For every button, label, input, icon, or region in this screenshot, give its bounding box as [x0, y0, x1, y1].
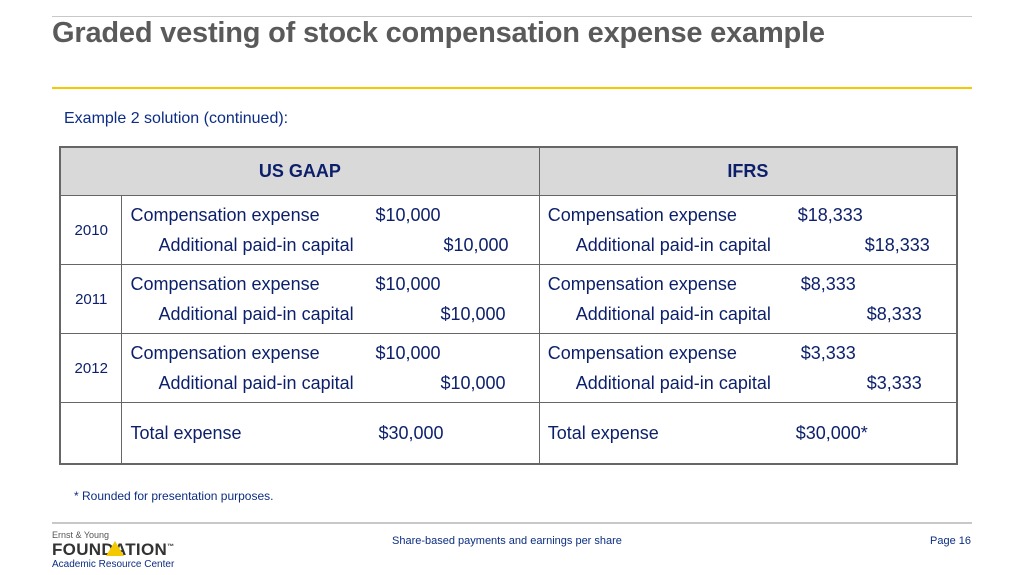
ifrs-entry: Compensation expense $18,333 Additional …: [538, 195, 958, 265]
title-underline: [52, 87, 972, 89]
logo-small-text: Ernst & Young: [52, 530, 110, 540]
us-gaap-total: Total expense $30,000: [121, 402, 540, 465]
credit-label: Additional paid-in capital: [575, 304, 771, 324]
year-cell: 2011: [59, 264, 123, 334]
debit-label: Compensation expense: [547, 274, 737, 294]
header-ifrs: IFRS: [538, 146, 958, 196]
slide-title: Graded vesting of stock compensation exp…: [52, 17, 825, 49]
debit-label: Compensation expense: [130, 205, 320, 225]
debit-amount: $10,000: [375, 343, 441, 363]
slide-subtitle: Example 2 solution (continued):: [64, 110, 289, 127]
table-row: 2012 Compensation expense $10,000 Additi…: [59, 333, 958, 403]
empty-year-cell: [59, 402, 123, 465]
credit-amount: $10,000: [440, 304, 506, 324]
debit-amount: $8,333: [800, 274, 856, 294]
credit-amount: $3,333: [866, 373, 922, 393]
credit-label: Additional paid-in capital: [575, 373, 771, 393]
credit-amount: $18,333: [864, 235, 930, 255]
us-gaap-entry: Compensation expense $10,000 Additional …: [121, 264, 540, 334]
footnote: * Rounded for presentation purposes.: [74, 489, 274, 503]
credit-amount: $10,000: [443, 235, 509, 255]
credit-label: Additional paid-in capital: [158, 373, 354, 393]
us-gaap-entry: Compensation expense $10,000 Additional …: [121, 333, 540, 403]
comparison-table: US GAAP IFRS 2010 Compensation expense $…: [59, 146, 958, 465]
table-row: 2010 Compensation expense $10,000 Additi…: [59, 195, 958, 265]
debit-amount: $3,333: [800, 343, 856, 363]
table-header-row: US GAAP IFRS: [59, 146, 958, 196]
total-amount: $30,000: [378, 423, 444, 443]
header-us-gaap: US GAAP: [59, 146, 540, 196]
debit-label: Compensation expense: [130, 274, 320, 294]
ey-foundation-logo: Ernst & Young FOUNDATION™ Academic Resou…: [52, 529, 202, 573]
logo-beam-icon: [106, 541, 124, 556]
us-gaap-entry: Compensation expense $10,000 Additional …: [121, 195, 540, 265]
credit-label: Additional paid-in capital: [575, 235, 771, 255]
year-cell: 2010: [59, 195, 123, 265]
debit-label: Compensation expense: [547, 205, 737, 225]
footer-title: Share-based payments and earnings per sh…: [392, 535, 622, 547]
credit-label: Additional paid-in capital: [158, 304, 354, 324]
debit-amount: $10,000: [375, 205, 441, 225]
debit-amount: $18,333: [797, 205, 863, 225]
total-label: Total expense: [547, 423, 659, 443]
logo-subtext: Academic Resource Center: [52, 559, 175, 570]
year-cell: 2012: [59, 333, 123, 403]
table-row: 2011 Compensation expense $10,000 Additi…: [59, 264, 958, 334]
debit-amount: $10,000: [375, 274, 441, 294]
ifrs-entry: Compensation expense $8,333 Additional p…: [538, 264, 958, 334]
credit-amount: $8,333: [866, 304, 922, 324]
credit-amount: $10,000: [440, 373, 506, 393]
top-divider: [52, 16, 972, 17]
debit-label: Compensation expense: [547, 343, 737, 363]
ifrs-entry: Compensation expense $3,333 Additional p…: [538, 333, 958, 403]
total-row: Total expense $30,000 Total expense $30,…: [59, 402, 958, 465]
footer-divider: [52, 522, 972, 524]
credit-label: Additional paid-in capital: [158, 235, 354, 255]
ifrs-total: Total expense $30,000*: [538, 402, 958, 465]
total-amount: $30,000*: [795, 423, 868, 443]
debit-label: Compensation expense: [130, 343, 320, 363]
page-number: Page 16: [930, 535, 971, 547]
total-label: Total expense: [130, 423, 242, 443]
